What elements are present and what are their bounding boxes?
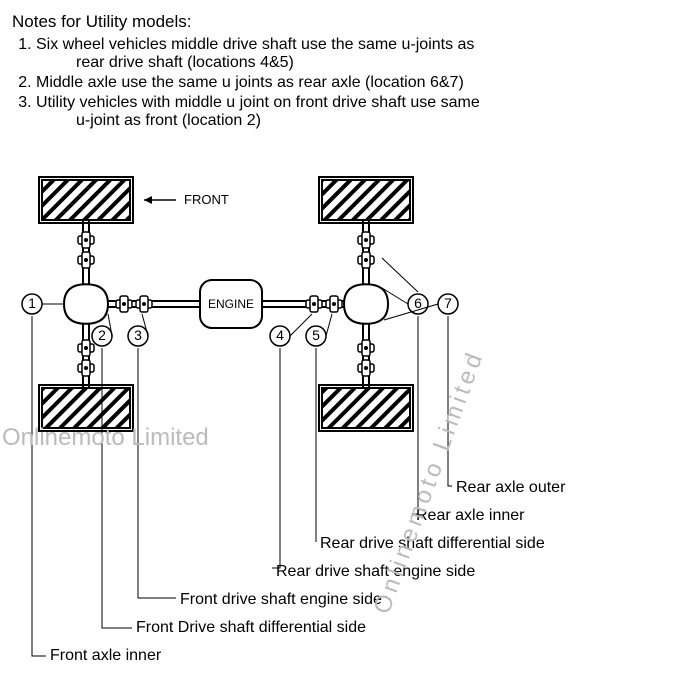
note-item: Utility vehicles with middle u joint on … <box>36 94 688 130</box>
svg-text:FRONT: FRONT <box>184 192 229 207</box>
note-cont: rear drive shaft (locations 4&5) <box>36 54 688 72</box>
svg-text:Rear axle outer: Rear axle outer <box>456 479 566 496</box>
svg-text:7: 7 <box>444 295 452 311</box>
note-lead: Six wheel vehicles middle drive shaft us… <box>36 36 474 53</box>
note-lead: Middle axle use the same u joints as rea… <box>36 74 464 91</box>
svg-text:ENGINE: ENGINE <box>208 297 254 311</box>
note-lead: Utility vehicles with middle u joint on … <box>36 94 480 111</box>
svg-text:5: 5 <box>312 327 320 343</box>
svg-text:Rear drive shaft engine side: Rear drive shaft engine side <box>276 563 475 580</box>
notes-block: Notes for Utility models: Six wheel vehi… <box>12 12 688 130</box>
drivetrain-svg: ENGINE FRONT 1 Front axle inner 2 Front Drive… <box>12 148 672 668</box>
svg-text:Front drive shaft engine side: Front drive shaft engine side <box>180 591 382 608</box>
svg-text:4: 4 <box>276 327 284 343</box>
note-cont: u-joint as front (location 2) <box>36 112 688 130</box>
svg-text:Front axle inner: Front axle inner <box>50 647 162 664</box>
notes-list: Six wheel vehicles middle drive shaft us… <box>12 36 688 130</box>
notes-title: Notes for Utility models: <box>12 12 688 32</box>
svg-text:Rear axle inner: Rear axle inner <box>416 507 525 524</box>
svg-text:3: 3 <box>134 327 142 343</box>
svg-text:1: 1 <box>28 295 36 311</box>
diagram: Onlinemoto Limited Onlinemoto Limited EN… <box>12 148 672 668</box>
svg-text:Rear drive shaft differential: Rear drive shaft differential side <box>320 535 545 552</box>
note-item: Six wheel vehicles middle drive shaft us… <box>36 36 688 72</box>
svg-text:2: 2 <box>98 327 106 343</box>
svg-text:Front Drive shaft differential: Front Drive shaft differential side <box>136 619 366 636</box>
note-item: Middle axle use the same u joints as rea… <box>36 74 688 92</box>
